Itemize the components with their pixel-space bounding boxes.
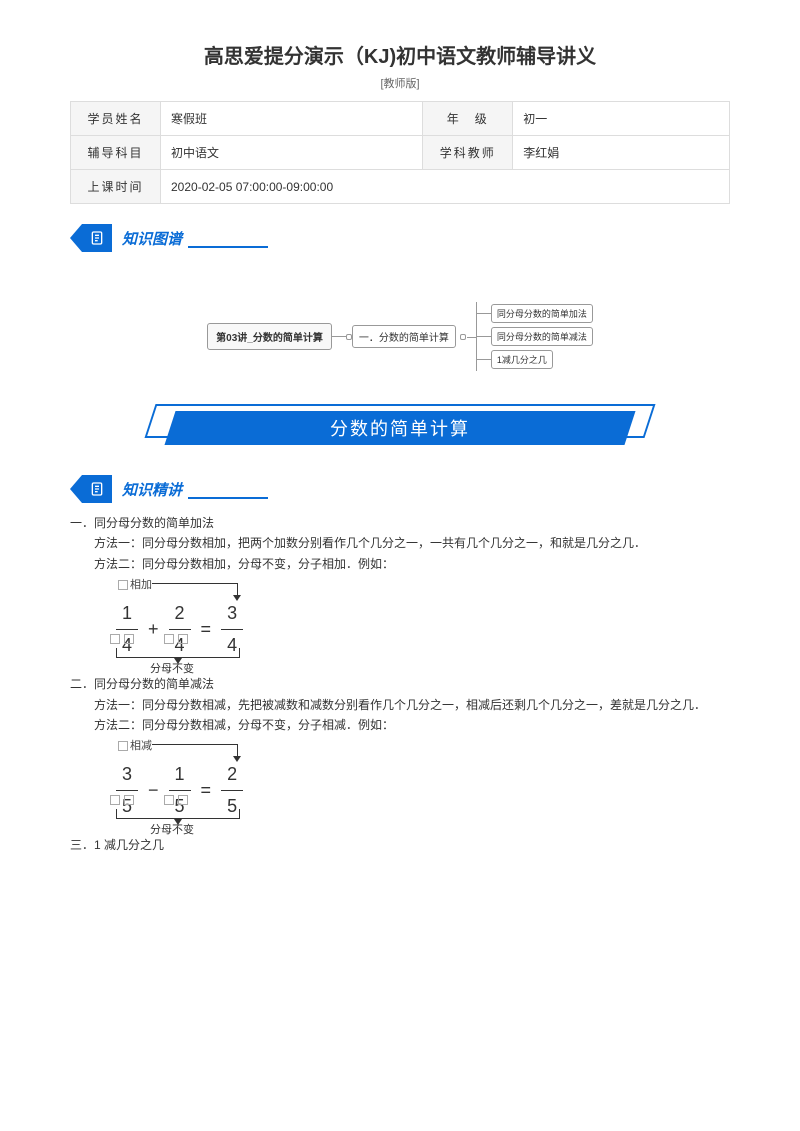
mindmap-leaf: 同分母分数的简单减法 — [491, 327, 593, 346]
connector — [332, 336, 346, 337]
node-dot — [460, 334, 466, 340]
banner-fill: 分数的简单计算 — [164, 411, 635, 445]
page-subtitle: [教师版] — [70, 75, 730, 91]
paragraph: 方法二：同分母分数相加，分母不变，分子相加．例如： — [70, 554, 730, 574]
chevron-icon — [70, 224, 82, 252]
section-title: 知识精讲 — [122, 479, 182, 500]
clipboard-icon — [82, 475, 112, 503]
mindmap-mid: 一．分数的简单计算 — [352, 325, 456, 348]
mindmap-leaf: 1减几分之几 — [491, 350, 553, 369]
arrow-icon — [152, 744, 238, 756]
section-header-knowledge-map: 知识图谱 — [70, 224, 730, 252]
eq-bottom-label: 分母不变 — [150, 660, 194, 679]
value-student-name: 寒假班 — [161, 102, 423, 136]
value-teacher: 李红娟 — [513, 136, 730, 170]
connector — [477, 336, 491, 337]
section-header-knowledge-detail: 知识精讲 — [70, 475, 730, 503]
equals: = — [201, 614, 212, 645]
marks — [110, 795, 190, 805]
mindmap-branches: 同分母分数的简单加法 同分母分数的简单减法 1减几分之几 — [476, 302, 593, 371]
eq-bottom-label: 分母不变 — [150, 821, 194, 840]
mindmap-leaf-row: 同分母分数的简单减法 — [477, 325, 593, 348]
arrow-icon — [152, 583, 238, 595]
mindmap-root: 第03讲_分数的简单计算 — [207, 323, 332, 350]
info-table: 学员姓名 寒假班 年 级 初一 辅导科目 初中语文 学科教师 李红娟 上课时间 … — [70, 101, 730, 204]
table-row: 辅导科目 初中语文 学科教师 李红娟 — [71, 136, 730, 170]
value-subject: 初中语文 — [161, 136, 423, 170]
divider — [188, 246, 268, 248]
label-subject: 辅导科目 — [71, 136, 161, 170]
label-class-time: 上课时间 — [71, 170, 161, 204]
page-title: 高思爱提分演示（KJ)初中语文教师辅导讲义 — [70, 40, 730, 69]
label-grade: 年 级 — [423, 102, 513, 136]
section-title: 知识图谱 — [122, 228, 182, 249]
paragraph: 方法一：同分母分数相减，先把被减数和减数分别看作几个几分之一，相减后还剩几个几分… — [70, 695, 730, 715]
equation-subtraction: 相减 35 − 15 = 25 分母不变 — [100, 739, 300, 831]
label-teacher: 学科教师 — [423, 136, 513, 170]
bracket-icon — [116, 648, 240, 658]
divider — [188, 497, 268, 499]
topic-banner: 分数的简单计算 — [70, 411, 730, 445]
connector — [477, 359, 491, 360]
mindmap-leaf: 同分母分数的简单加法 — [491, 304, 593, 323]
equation-addition: 相加 14 + 24 = 34 分母不变 — [100, 578, 300, 670]
clipboard-icon — [82, 224, 112, 252]
connector — [477, 313, 491, 314]
table-row: 上课时间 2020-02-05 07:00:00-09:00:00 — [71, 170, 730, 204]
table-row: 学员姓名 寒假班 年 级 初一 — [71, 102, 730, 136]
mindmap-leaf-row: 1减几分之几 — [477, 348, 593, 371]
label-student-name: 学员姓名 — [71, 102, 161, 136]
marks — [110, 634, 190, 644]
heading-addition: 一．同分母分数的简单加法 — [70, 513, 730, 533]
paragraph: 方法一：同分母分数相加，把两个加数分别看作几个几分之一，一共有几个几分之一，和就… — [70, 533, 730, 553]
value-grade: 初一 — [513, 102, 730, 136]
eq-top-label: 相减 — [118, 737, 152, 756]
banner-text: 分数的简单计算 — [330, 415, 470, 441]
mindmap: 第03讲_分数的简单计算 一．分数的简单计算 同分母分数的简单加法 同分母分数的… — [70, 302, 730, 371]
node-dot — [346, 334, 352, 340]
eq-top-label: 相加 — [118, 576, 152, 595]
content-body: 一．同分母分数的简单加法 方法一：同分母分数相加，把两个加数分别看作几个几分之一… — [70, 513, 730, 856]
value-class-time: 2020-02-05 07:00:00-09:00:00 — [161, 170, 730, 204]
mindmap-leaf-row: 同分母分数的简单加法 — [477, 302, 593, 325]
paragraph: 方法二：同分母分数相减，分母不变，分子相减．例如： — [70, 715, 730, 735]
equals: = — [201, 775, 212, 806]
chevron-icon — [70, 475, 82, 503]
bracket-icon — [116, 809, 240, 819]
